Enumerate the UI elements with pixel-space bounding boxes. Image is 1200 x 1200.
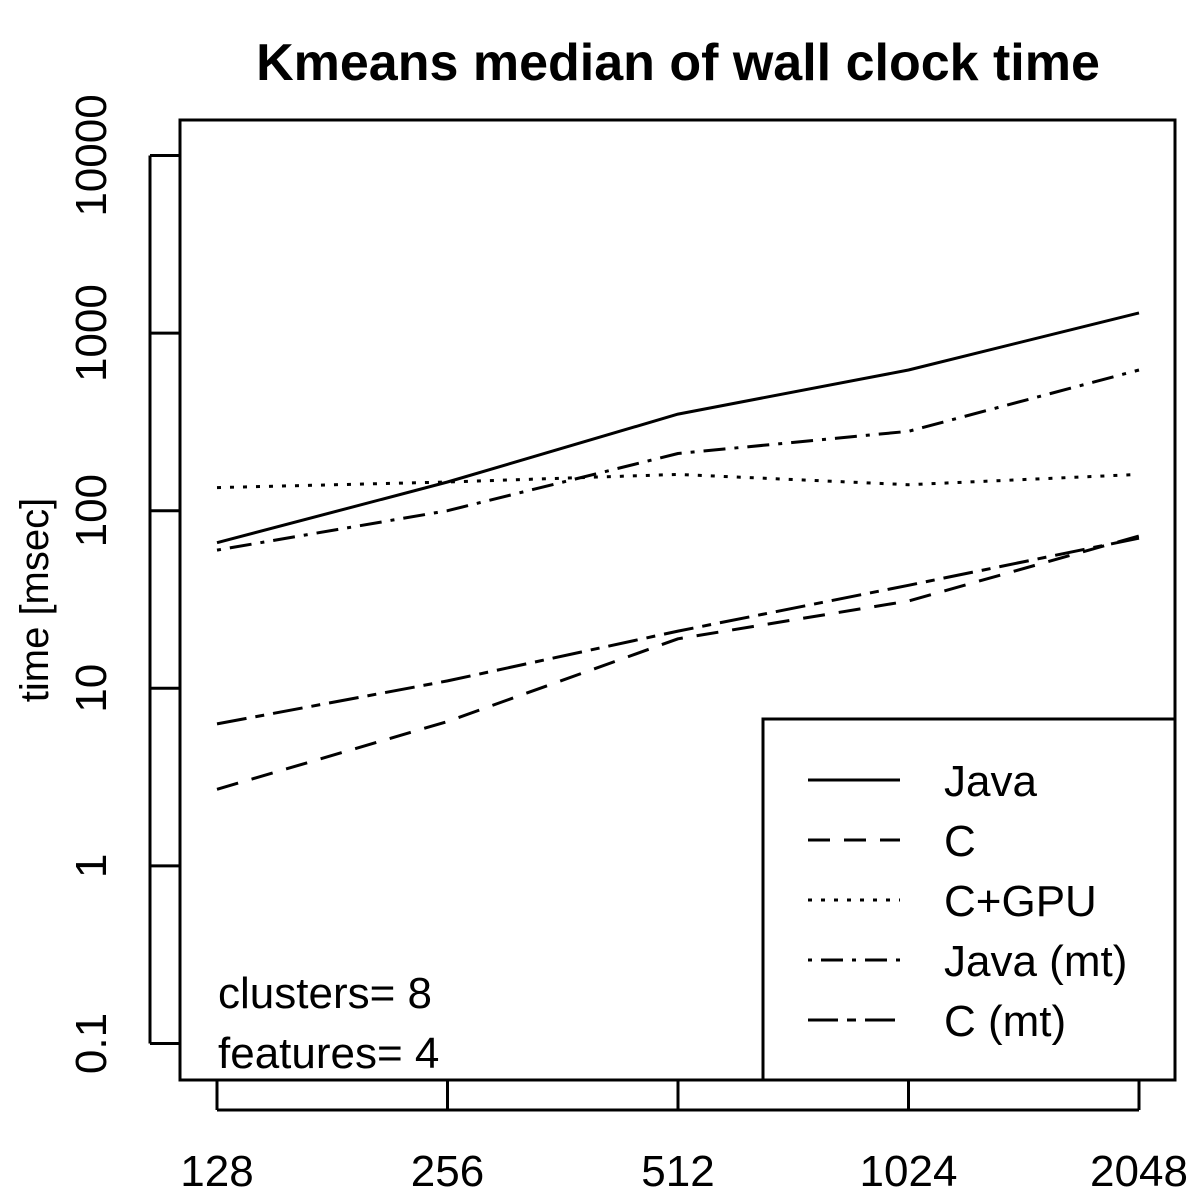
legend: Java C C+GPU Java (mt) C (mt) <box>761 717 1177 1082</box>
legend-label-java-mt: Java (mt) <box>944 937 1127 986</box>
y-axis-title: time [msec] <box>13 498 57 702</box>
x-tick-label: 1024 <box>860 1147 958 1196</box>
y-tick-label: 100 <box>67 474 116 547</box>
y-tick-label: 0.1 <box>67 1013 116 1074</box>
y-tick-label: 10000 <box>67 94 116 216</box>
series-line-c-gpu <box>216 472 1140 490</box>
legend-label-c-gpu: C+GPU <box>944 877 1097 926</box>
legend-label-c: C <box>944 817 976 866</box>
chart-title: Kmeans median of wall clock time <box>256 34 1100 92</box>
legend-label-java: Java <box>944 757 1037 806</box>
x-axis: 128 256 512 1024 2048 <box>180 1080 1188 1196</box>
y-tick-label: 1000 <box>67 284 116 382</box>
x-tick-label: 256 <box>411 1147 484 1196</box>
y-axis: 0.1 1 10 100 1000 10000 <box>67 94 180 1074</box>
legend-label-c-mt: C (mt) <box>944 997 1066 1046</box>
series-line-c <box>216 534 1140 791</box>
series-line-c-mt <box>216 536 1140 726</box>
y-tick-label: 1 <box>67 854 116 878</box>
series-layer <box>216 311 1140 791</box>
x-tick-label: 2048 <box>1090 1147 1188 1196</box>
x-tick-label: 128 <box>180 1147 253 1196</box>
series-line-java-mt <box>216 368 1140 552</box>
annotation-clusters: clusters= 8 <box>218 969 432 1018</box>
x-tick-label: 512 <box>641 1147 714 1196</box>
y-tick-label: 10 <box>67 664 116 713</box>
annotation-features: features= 4 <box>218 1029 439 1078</box>
series-line-java <box>216 311 1140 545</box>
